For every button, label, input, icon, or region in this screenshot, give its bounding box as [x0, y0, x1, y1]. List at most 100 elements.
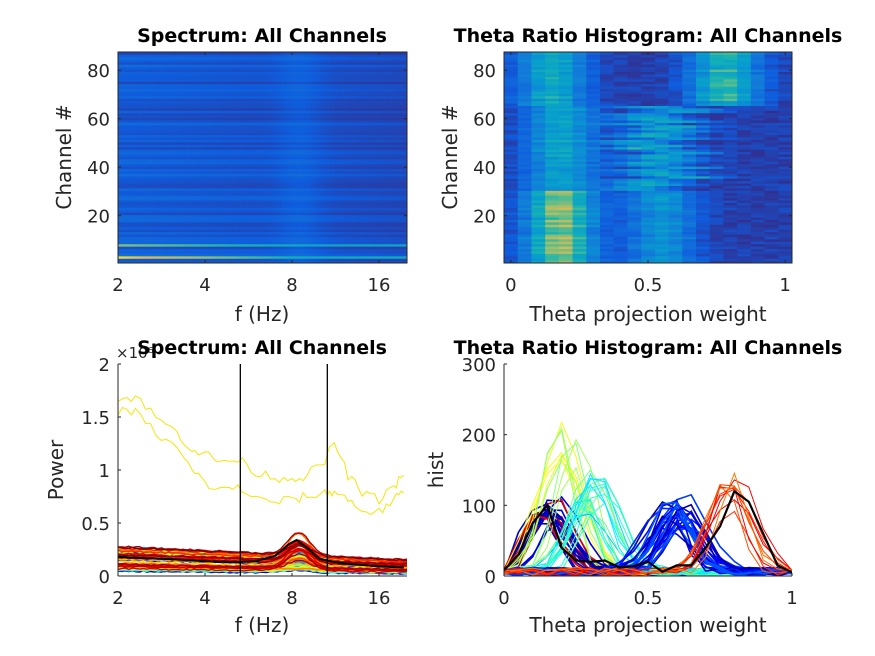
heatmap-cell — [325, 68, 331, 73]
heatmap-cell — [368, 100, 374, 104]
heatmap-cell — [209, 175, 215, 179]
heatmap-cell — [392, 224, 398, 228]
heatmap-cell — [363, 71, 370, 75]
heatmap-cell — [219, 241, 225, 245]
heatmap-cell — [378, 161, 384, 165]
heatmap-cell — [199, 214, 206, 218]
heatmap-cell — [190, 214, 196, 218]
heatmap-cell — [334, 102, 341, 106]
heatmap-cell — [344, 248, 350, 252]
heatmap-cell — [233, 243, 240, 247]
heatmap-cell — [387, 117, 394, 121]
heatmap-cell — [175, 224, 182, 228]
heatmap-cell — [204, 226, 211, 230]
heatmap-cell — [190, 90, 196, 94]
heatmap-cell — [137, 110, 143, 114]
heatmap-cell — [233, 95, 240, 99]
heatmap-cell — [190, 233, 196, 237]
heatmap-cell — [142, 260, 148, 263]
heatmap-cell — [305, 93, 312, 97]
heatmap-cell — [223, 151, 230, 155]
heatmap-cell — [291, 226, 297, 230]
heatmap-cell — [392, 156, 398, 160]
heatmap-cell — [166, 95, 172, 99]
heatmap-cell — [185, 241, 191, 245]
heatmap-cell — [334, 190, 341, 194]
heatmap-cell — [233, 151, 240, 155]
heatmap-cell — [402, 236, 407, 240]
heatmap-cell — [310, 71, 317, 75]
heatmap-cell — [334, 224, 341, 228]
heatmap-cell — [228, 129, 235, 133]
heatmap-cell — [257, 195, 264, 199]
heatmap-cell — [132, 153, 138, 157]
heatmap-cell — [142, 102, 148, 106]
heatmap-cell — [363, 146, 370, 150]
heatmap-cell — [257, 68, 264, 73]
heatmap-cell — [151, 93, 158, 97]
heatmap-cell — [272, 182, 278, 186]
heatmap-cell — [296, 129, 302, 133]
heatmap-cell — [118, 144, 124, 148]
heatmap-cell — [151, 182, 158, 186]
heatmap-cell — [358, 163, 365, 167]
heatmap-cell — [291, 127, 297, 131]
heatmap-cell — [272, 219, 278, 223]
heatmap-cell — [248, 168, 254, 172]
heatmap-cell — [195, 73, 201, 77]
heatmap-cell — [339, 168, 345, 172]
heatmap-cell — [339, 182, 345, 186]
heatmap-cell — [378, 68, 384, 73]
heatmap-cell — [334, 71, 341, 75]
heatmap-cell — [248, 149, 254, 153]
heatmap-cell — [219, 192, 225, 196]
heatmap-cell — [339, 180, 345, 184]
heatmap-cell — [358, 90, 365, 94]
heatmap-cell — [325, 132, 331, 136]
heatmap-cell — [392, 68, 398, 73]
heatmap-cell — [180, 66, 187, 70]
heatmap-cell — [363, 110, 370, 114]
heatmap-cell — [233, 139, 240, 143]
heatmap-cell — [209, 71, 215, 75]
heatmap-cell — [170, 173, 177, 177]
heatmap-cell — [166, 59, 172, 63]
heatmap-cell — [142, 175, 148, 179]
heatmap-cell — [373, 61, 379, 65]
heatmap-cell — [387, 95, 394, 99]
heatmap-cell — [354, 153, 360, 157]
heatmap-cell — [180, 144, 187, 148]
heatmap-cell — [315, 255, 321, 259]
heatmap-cell — [382, 146, 389, 150]
heatmap-cell — [382, 238, 389, 242]
heatmap-cell — [339, 68, 345, 73]
heatmap-cell — [228, 163, 235, 167]
heatmap-cell — [339, 100, 345, 104]
heatmap-cell — [378, 212, 384, 216]
heatmap-cell — [402, 163, 407, 167]
heatmap-cell — [363, 163, 370, 167]
heatmap-cell — [166, 64, 172, 68]
heatmap-cell — [190, 88, 196, 92]
heatmap-cell — [354, 236, 360, 240]
heatmap-cell — [272, 139, 278, 143]
heatmap-cell — [382, 156, 389, 160]
heatmap-cell — [281, 163, 288, 167]
heatmap-cell — [151, 151, 158, 155]
heatmap-cell — [301, 88, 307, 92]
heatmap-cell — [387, 81, 394, 85]
heatmap-cell — [334, 136, 341, 140]
heatmap-cell — [185, 212, 191, 216]
heatmap-cell — [368, 129, 374, 133]
heatmap-cell — [132, 112, 138, 116]
heatmap-cell — [238, 88, 244, 92]
heatmap-cell — [272, 115, 278, 119]
heatmap-cell — [132, 248, 138, 252]
heatmap-cell — [320, 187, 326, 191]
heatmap-cell — [262, 105, 268, 109]
heatmap-cell — [281, 226, 288, 230]
heatmap-cell — [267, 68, 273, 73]
heatmap-cell — [209, 146, 215, 150]
heatmap-cell — [185, 105, 191, 109]
heatmap-cell — [291, 132, 297, 136]
